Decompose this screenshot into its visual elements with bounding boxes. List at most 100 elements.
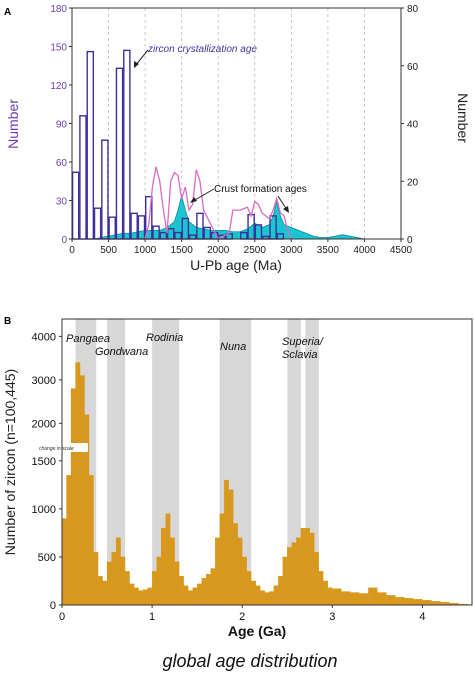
- histogram-bar: [183, 585, 189, 606]
- x-tick-label: 4000: [353, 245, 376, 256]
- histogram-bar: [97, 576, 103, 606]
- histogram-bar: [201, 577, 207, 606]
- annotation-zircon-crystallization-age: zircon crystallization age: [147, 44, 257, 55]
- x-tick-label: 2000: [207, 245, 230, 256]
- histogram-bar: [61, 518, 67, 606]
- histogram-bar: [165, 513, 171, 606]
- histogram-bar: [101, 139, 109, 240]
- histogram-bar: [188, 590, 193, 606]
- panel-b-plot-frame: [61, 318, 473, 606]
- histogram-bar: [115, 537, 121, 606]
- y-tick-label: 500: [38, 552, 56, 564]
- supercontinent-label: Rodinia: [146, 332, 183, 344]
- panel-b-tick-labels: 0 1 2 3 4 0 500 1000 1500 2000 3000 4000: [32, 331, 426, 623]
- panel-a-tick-labels: 0 500 1000 1500 2000 2500 3000 3500 4000 45000306…: [50, 4, 418, 256]
- histogram-bar: [359, 593, 369, 606]
- histogram-bar: [93, 207, 102, 240]
- histogram-bar: [169, 537, 175, 606]
- histogram-bar: [79, 375, 85, 606]
- histogram-bar: [377, 592, 387, 606]
- y-tick-label: 2000: [32, 418, 56, 430]
- histogram-bar: [70, 388, 76, 606]
- scale-note: change in scale: [39, 446, 74, 452]
- histogram-bar: [151, 571, 157, 606]
- histogram-bar: [197, 583, 202, 606]
- y-tick-label: 0: [61, 235, 67, 246]
- panel-b-x-label: Age (Ga): [228, 623, 286, 639]
- histogram-bar: [282, 556, 288, 606]
- y-tick-label: 1000: [32, 504, 56, 516]
- histogram-bar: [431, 601, 441, 606]
- scale-break-band: [62, 443, 88, 452]
- y2-tick-label: 40: [407, 120, 419, 131]
- y-tick-label: 90: [56, 120, 68, 131]
- y2-tick-label: 20: [407, 177, 419, 188]
- x-tick-label: 2: [239, 611, 245, 623]
- x-tick-label: 0: [59, 611, 65, 623]
- histogram-bar: [133, 587, 139, 606]
- histogram-bar: [102, 580, 108, 606]
- y-tick-label: 30: [56, 197, 68, 208]
- histogram-bar: [368, 587, 378, 606]
- histogram-bar: [264, 592, 270, 606]
- annotation-crust-formation-ages: Crust formation ages: [214, 184, 307, 195]
- histogram-bar: [296, 537, 301, 606]
- histogram-bar: [215, 537, 220, 606]
- histogram-bar: [242, 556, 247, 606]
- histogram-bar: [350, 592, 360, 606]
- histogram-bar: [86, 50, 95, 240]
- histogram-bar: [192, 587, 198, 606]
- histogram-bar: [291, 542, 297, 606]
- y-tick-label: 3000: [32, 375, 56, 387]
- y2-tick-label: 80: [407, 4, 419, 15]
- y-tick-label: 120: [50, 81, 67, 92]
- panel-a-y-label: Number: [5, 99, 21, 149]
- x-tick-label: 1500: [171, 245, 194, 256]
- panel-a-label: A: [4, 7, 11, 18]
- histogram-bar: [71, 171, 80, 240]
- panel-a: A 0 500 1000 1500 2000 2500 3000 3500 4000 450003…: [4, 4, 471, 273]
- panel-a-x-label: U-Pb age (Ma): [190, 257, 282, 273]
- y-tick-label: 0: [50, 600, 56, 612]
- histogram-bar: [142, 589, 148, 606]
- x-tick-label: 4: [419, 611, 425, 623]
- histogram-bar: [147, 587, 153, 606]
- supercontinent-band: [287, 319, 301, 605]
- histogram-bar: [323, 580, 328, 606]
- x-tick-label: 1000: [134, 245, 157, 256]
- y2-tick-label: 0: [407, 235, 413, 246]
- histogram-bar: [178, 576, 184, 606]
- histogram-bar: [138, 590, 144, 606]
- y-tick-label: 4000: [32, 331, 56, 343]
- histogram-bar: [219, 513, 225, 606]
- histogram-bar: [115, 67, 124, 240]
- y-tick-label: 1500: [32, 456, 56, 468]
- annotation-arrowhead-crust-right: [283, 206, 289, 213]
- supercontinent-label: Gondwana: [95, 346, 148, 358]
- panel-a-plot-frame: [71, 7, 402, 240]
- histogram-bar: [273, 585, 279, 606]
- histogram-bar: [395, 597, 405, 606]
- histogram-bar: [386, 595, 396, 606]
- histogram-bar: [93, 551, 99, 606]
- histogram-bar: [332, 588, 342, 606]
- histogram-bar: [106, 561, 112, 606]
- supercontinent-label: Sclavia: [282, 349, 317, 361]
- histogram-bar: [120, 556, 126, 606]
- histogram-bar: [75, 362, 81, 606]
- histogram-bar: [341, 591, 351, 606]
- histogram-bar: [255, 585, 261, 606]
- panel-a-gridlines: [108, 8, 365, 239]
- panel-b-y-label: Number of zircon (n=100,445): [2, 369, 18, 555]
- histogram-bar: [160, 527, 166, 606]
- histogram-bar: [300, 527, 306, 606]
- supercontinent-label: Superia/: [282, 336, 324, 348]
- histogram-bar: [327, 587, 333, 606]
- y2-tick-label: 60: [407, 62, 419, 73]
- histogram-bar: [404, 598, 414, 606]
- x-tick-label: 4500: [390, 245, 413, 256]
- panel-b-subtitle: global age distribution: [162, 651, 337, 671]
- histogram-bar: [224, 479, 229, 606]
